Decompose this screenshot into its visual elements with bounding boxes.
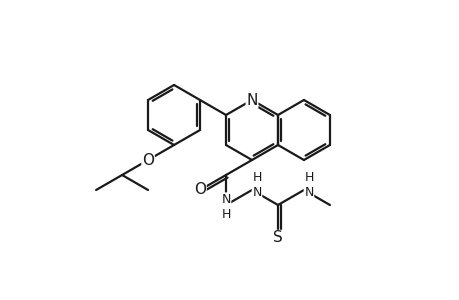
- Text: S: S: [273, 230, 282, 245]
- Text: O: O: [194, 182, 206, 197]
- Text: H
N: H N: [303, 171, 313, 199]
- Text: N
H: N H: [221, 193, 230, 221]
- Text: N: N: [246, 92, 257, 107]
- Text: O: O: [142, 152, 154, 167]
- Text: H
N: H N: [252, 171, 261, 199]
